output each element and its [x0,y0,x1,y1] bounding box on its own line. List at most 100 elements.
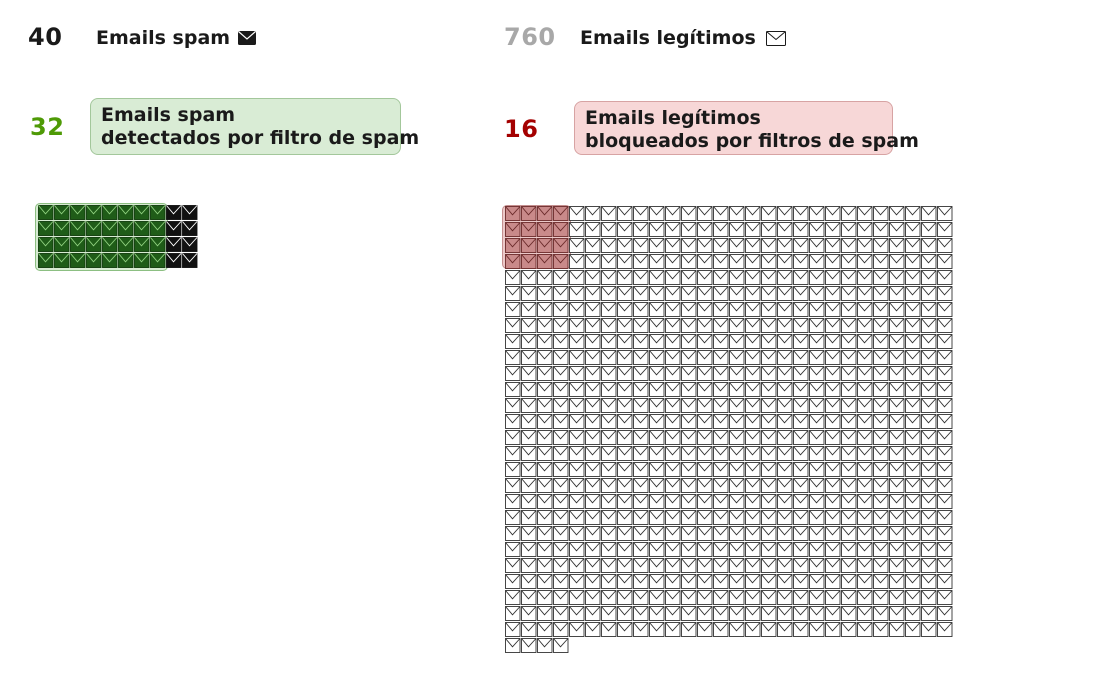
legit-envelope-icon [777,350,793,366]
legit-envelope-icon [665,398,681,414]
legit-envelope-icon [905,270,921,286]
legit-envelope-icon [937,286,953,302]
legit-envelope-icon [553,398,569,414]
legit-envelope-icon [713,254,729,270]
legit-envelope-icon [537,510,553,526]
legit-envelope-icon [617,622,633,638]
legit-envelope-icon [553,622,569,638]
legit-envelope-icon [873,366,889,382]
legit-envelope-icon [905,542,921,558]
legit-envelope-icon [505,302,521,318]
legit-envelope-icon [649,558,665,574]
legit-envelope-icon [761,542,777,558]
legit-envelope-icon [713,430,729,446]
legit-envelope-icon [905,574,921,590]
legit-envelope-icon [841,430,857,446]
legit-blocked-count: 16 [504,115,539,143]
legit-envelope-icon [921,382,937,398]
legit-envelope-icon [633,334,649,350]
legit-envelope-icon [553,574,569,590]
spam-detected-envelope-icon [118,253,134,269]
legit-envelope-icon [665,270,681,286]
legit-envelope-icon [553,366,569,382]
legit-envelope-icon [745,414,761,430]
legit-envelope-icon [697,366,713,382]
legit-envelope-icon [841,446,857,462]
legit-envelope-icon [521,558,537,574]
legit-envelope-icon [905,238,921,254]
legit-envelope-icon [937,494,953,510]
legit-envelope-icon [601,206,617,222]
legit-envelope-icon [793,334,809,350]
legit-envelope-icon [761,302,777,318]
legit-envelope-icon [697,558,713,574]
legit-envelope-icon [921,478,937,494]
legit-envelope-icon [521,398,537,414]
legit-envelope-icon [809,254,825,270]
legit-envelope-icon [617,286,633,302]
legit-envelope-icon [617,574,633,590]
legit-envelope-icon [665,542,681,558]
legit-envelope-icon [729,286,745,302]
legit-total-count: 760 [504,23,556,51]
legit-envelope-icon [697,286,713,302]
spam-detected-envelope-icon [38,221,54,237]
legit-envelope-icon [777,462,793,478]
legit-envelope-icon [873,462,889,478]
legit-envelope-icon [505,382,521,398]
legit-envelope-icon [825,558,841,574]
legit-envelope-icon [905,590,921,606]
legit-envelope-icon [937,606,953,622]
legit-envelope-icon [649,270,665,286]
legit-envelope-icon [777,510,793,526]
legit-envelope-icon [537,318,553,334]
legit-envelope-icon [921,494,937,510]
legit-envelope-icon [617,302,633,318]
legit-envelope-icon [681,462,697,478]
legit-envelope-icon [505,318,521,334]
legit-envelope-icon [537,494,553,510]
legit-envelope-icon [761,334,777,350]
legit-envelope-icon [601,574,617,590]
legit-envelope-icon [745,510,761,526]
legit-envelope-icon [665,462,681,478]
legit-envelope-icon [761,286,777,302]
legit-envelope-icon [729,606,745,622]
spam-detected-callout: Emails spam detectados por filtro de spa… [90,98,419,155]
legit-envelope-icon [745,334,761,350]
legit-envelope-icon [793,494,809,510]
legit-envelope-icon [649,526,665,542]
legit-envelope-icon [793,206,809,222]
legit-envelope-icon [857,366,873,382]
legit-envelope-icon [905,478,921,494]
legit-envelope-icon [809,542,825,558]
legit-envelope-icon [825,286,841,302]
legit-envelope-icon [553,606,569,622]
legit-envelope-icon [857,574,873,590]
legit-envelope-icon [713,590,729,606]
legit-envelope-icon [633,238,649,254]
legit-envelope-icon [649,622,665,638]
legit-envelope-icon [905,526,921,542]
legit-envelope-icon [537,606,553,622]
legit-envelope-icon [521,430,537,446]
legit-envelope-icon [681,286,697,302]
legit-envelope-icon [681,606,697,622]
legit-envelope-icon [809,366,825,382]
legit-envelope-icon [729,494,745,510]
legit-blocked-envelope-icon [537,206,553,222]
legit-envelope-icon [553,286,569,302]
legit-envelope-icon [537,398,553,414]
legit-envelope-icon [825,270,841,286]
legit-envelope-icon [873,222,889,238]
legit-envelope-icon [857,334,873,350]
legit-envelope-icon [713,382,729,398]
legit-envelope-icon [649,462,665,478]
legit-envelope-icon [521,270,537,286]
legit-envelope-icon [697,574,713,590]
legit-envelope-icon [905,510,921,526]
legit-envelope-icon [873,350,889,366]
spam-detected-envelope-icon [86,221,102,237]
legit-envelope-icon [585,622,601,638]
legit-envelope-icon [809,206,825,222]
